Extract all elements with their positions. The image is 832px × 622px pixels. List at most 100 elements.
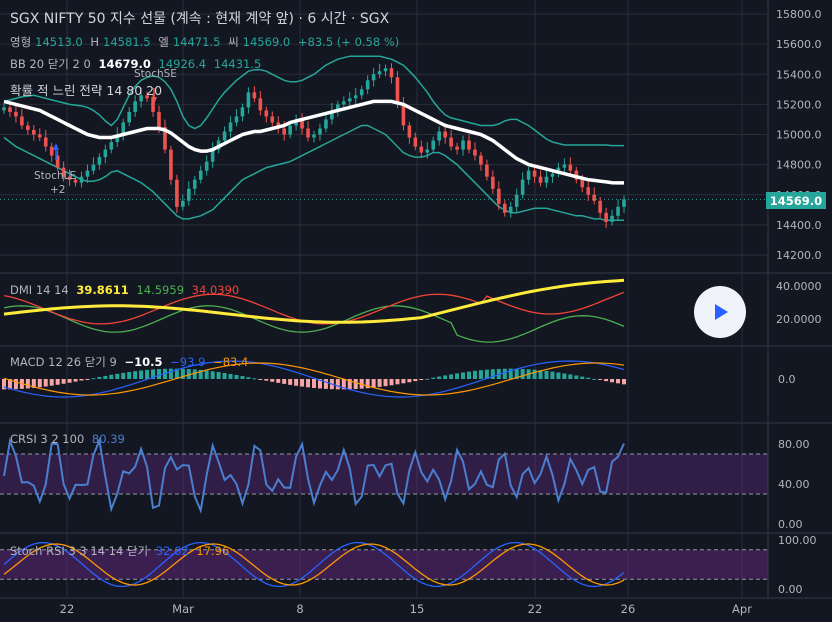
play-button[interactable] (694, 286, 746, 338)
candle-body (157, 111, 161, 127)
srsi-tick-label: 100.00 (778, 534, 817, 547)
macd-hist-bar (85, 379, 90, 380)
bb-lower-line (3, 124, 624, 222)
candle-body (222, 131, 227, 141)
macd-hist-bar (502, 368, 507, 379)
candle-body (8, 107, 12, 112)
macd-hist-bar (37, 379, 42, 388)
candle-body (192, 179, 197, 189)
stoch-se-arrow (151, 97, 157, 104)
candle-body (508, 206, 513, 213)
candle-body (586, 187, 591, 195)
candle-body (109, 142, 114, 150)
macd-hist-bar (91, 378, 96, 380)
candle-body (353, 95, 358, 99)
candle-body (479, 155, 483, 165)
macd-hist-bar (145, 369, 150, 379)
candle-body (437, 131, 441, 141)
candle-body (592, 194, 596, 201)
candle-body (491, 176, 495, 189)
stoch-rsi-pane (0, 541, 768, 588)
candle-body (467, 140, 471, 150)
candle-body (139, 95, 143, 102)
candle-body (312, 134, 316, 138)
candle-body (520, 179, 525, 195)
ohlc-legend: 영형 14513.0 H 14581.5 엘 14471.5 씨 14569.0 +83… (10, 35, 400, 49)
time-tick-label: 8 (296, 602, 303, 616)
macd-hist-bar (252, 378, 257, 380)
crsi-legend: CRSI 3 2 100 80.39 (10, 432, 125, 446)
candle-body (55, 155, 60, 168)
candle-body (526, 170, 531, 180)
candle-body (544, 176, 549, 183)
signal-line (3, 362, 625, 396)
macd-hist-bar (258, 379, 263, 380)
price-tick-label: 15000.0 (776, 129, 822, 142)
macd-hist-bar (371, 379, 376, 388)
macd-hist-bar (353, 379, 358, 390)
candle-body (26, 125, 30, 130)
time-tick-label: Mar (172, 602, 194, 616)
macd-hist-bar (377, 379, 382, 387)
macd-hist-bar (365, 379, 370, 389)
macd-hist-bar (580, 376, 585, 379)
candle-body (252, 92, 257, 99)
macd-hist-bar (520, 368, 525, 379)
macd-hist-bar (467, 371, 471, 379)
macd-hist-bar (514, 368, 519, 379)
strategy-legend: 확률 적 느린 전략 14 80 20 (10, 83, 163, 98)
macd-hist-bar (550, 371, 555, 379)
candle-body (85, 170, 90, 177)
candle-body (389, 68, 394, 78)
macd-hist-bar (455, 373, 460, 379)
candle-body (258, 98, 263, 111)
candle-body (163, 126, 167, 150)
candle-body (407, 125, 412, 138)
candle-body (103, 149, 108, 158)
stoch-k-line (3, 541, 625, 588)
macd-hist-bar (174, 368, 179, 379)
macd-hist-bar (127, 371, 132, 379)
macd-hist-bar (389, 379, 394, 386)
macd-hist-bar (562, 373, 567, 379)
candle-body (622, 199, 626, 207)
candle-body (282, 128, 286, 135)
price-tick-label: 14200.0 (776, 249, 822, 262)
macd-hist-bar (79, 379, 84, 381)
macd-hist-bar (139, 370, 144, 379)
macd-hist-bar (312, 379, 316, 388)
macd-hist-bar (306, 379, 311, 388)
di-plus-line (3, 305, 625, 343)
macd-hist-bar (556, 372, 561, 379)
macd-hist-bar (31, 379, 36, 388)
candle-body (330, 110, 334, 120)
macd-hist-bar (335, 379, 340, 390)
candle-body (473, 149, 477, 156)
macd-hist-bar (7, 379, 12, 390)
macd-hist-bar (192, 369, 197, 379)
dmi-tick-label: 20.0000 (776, 313, 822, 326)
macd-hist-bar (228, 373, 233, 379)
dmi-pane (3, 278, 625, 343)
macd-hist-bar (43, 379, 48, 387)
candle-body (562, 164, 567, 168)
candle-body (79, 176, 84, 183)
crsi-band (0, 454, 768, 494)
macd-hist-bar (347, 379, 352, 390)
macd-hist-bar (586, 377, 591, 379)
macd-hist-bar (449, 374, 454, 379)
macd-hist-bar (395, 379, 400, 385)
macd-hist-bar (484, 369, 489, 379)
candle-body (497, 188, 501, 204)
candle-body (97, 157, 102, 165)
candle-body (175, 179, 179, 207)
candle-body (413, 137, 418, 147)
candle-body (425, 149, 430, 153)
candle-body (300, 119, 304, 129)
macd-hist-bar (168, 368, 173, 379)
price-tick-label: 15600.0 (776, 38, 822, 51)
macd-hist-bar (240, 376, 245, 379)
time-tick-label: 22 (60, 602, 75, 616)
macd-hist-bar (574, 375, 579, 379)
macd-hist-bar (443, 375, 448, 379)
